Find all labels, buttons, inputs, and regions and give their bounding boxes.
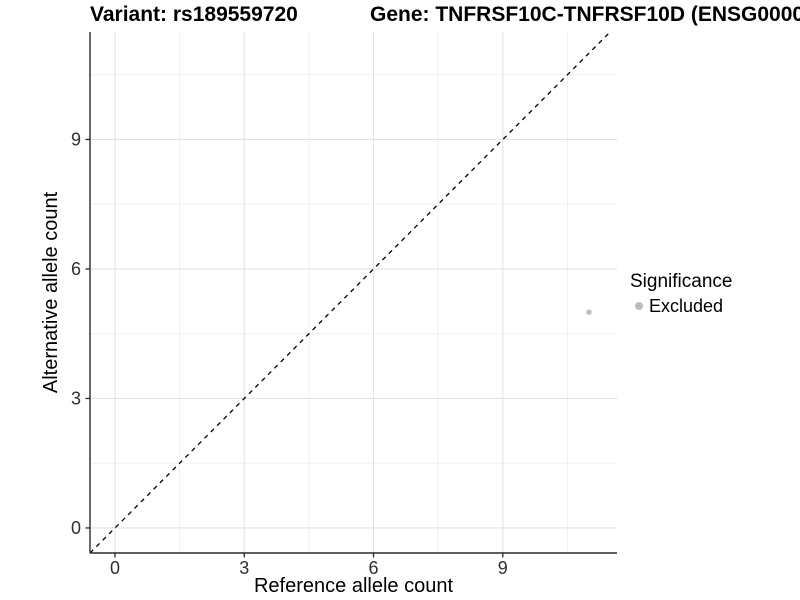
identity-line [89, 31, 611, 554]
x-tick-label: 0 [110, 558, 120, 578]
legend-entry-label: Excluded [649, 295, 724, 316]
x-tick-label: 6 [369, 558, 379, 578]
x-tick-label: 3 [239, 558, 249, 578]
data-point [586, 309, 592, 315]
legend-entry-excluded: Excluded [635, 296, 732, 317]
legend-key-dot-icon [635, 302, 643, 311]
plot-title-variant: Variant: rs189559720 [90, 3, 298, 26]
plot-title-gene: Gene: TNFRSF10C-TNFRSF10D (ENSG000001 [370, 3, 800, 26]
y-tick-label: 9 [71, 129, 81, 149]
x-axis-title: Reference allele count [254, 575, 453, 597]
y-axis-title: Alternative allele count [40, 191, 62, 393]
legend-title: Significance [630, 271, 733, 292]
x-tick-label: 9 [498, 558, 508, 578]
y-tick-label: 6 [71, 259, 81, 279]
y-tick-label: 3 [71, 388, 81, 408]
y-tick-label: 0 [71, 518, 81, 538]
legend: Significance Excluded [630, 271, 733, 317]
